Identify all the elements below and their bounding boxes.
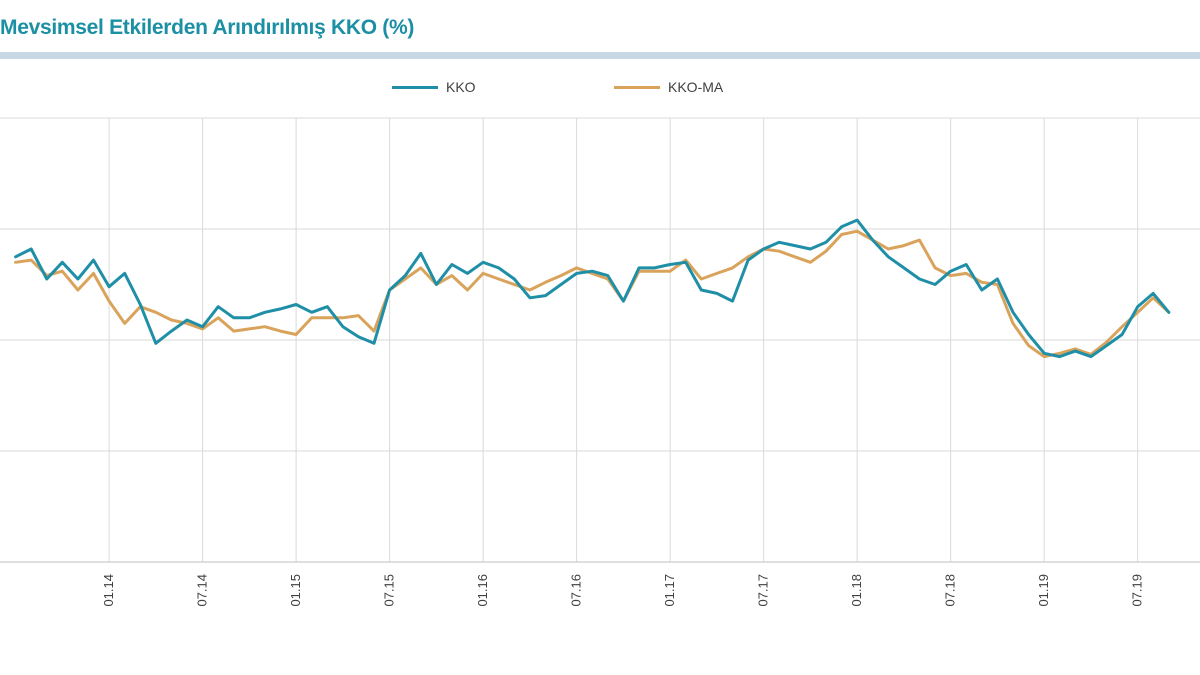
chart-legend: KKO KKO-MA: [0, 79, 1200, 99]
chart-title: Mevsimsel Etkilerden Arındırılmış KKO (%…: [0, 16, 415, 39]
title-divider: [0, 52, 1200, 59]
x-tick-label: 01.18: [849, 574, 864, 607]
series-line-kko: [14, 218, 1171, 359]
x-tick-label: 01.15: [288, 574, 303, 607]
legend-item-kko-ma[interactable]: KKO-MA: [614, 79, 723, 95]
legend-label-kko-ma: KKO-MA: [668, 79, 724, 95]
x-tick-label: 07.16: [569, 574, 584, 607]
series-line-kko-ma: [14, 229, 1171, 359]
legend-swatch-kko-ma: [614, 85, 660, 89]
x-tick-label: 01.14: [101, 574, 116, 607]
x-tick-label: 07.17: [756, 574, 771, 607]
legend-item-kko[interactable]: KKO: [392, 79, 476, 95]
x-tick-label: 07.19: [1130, 574, 1145, 607]
x-tick-label: 07.15: [382, 574, 397, 607]
x-tick-label: 01.16: [475, 574, 490, 607]
x-tick-label: 07.14: [195, 574, 210, 607]
legend-label-kko: KKO: [446, 79, 476, 95]
x-tick-label: 01.19: [1036, 574, 1051, 607]
x-tick-label: 01.17: [662, 574, 677, 607]
legend-swatch-kko: [392, 85, 438, 89]
x-tick-label: 07.18: [943, 574, 958, 607]
